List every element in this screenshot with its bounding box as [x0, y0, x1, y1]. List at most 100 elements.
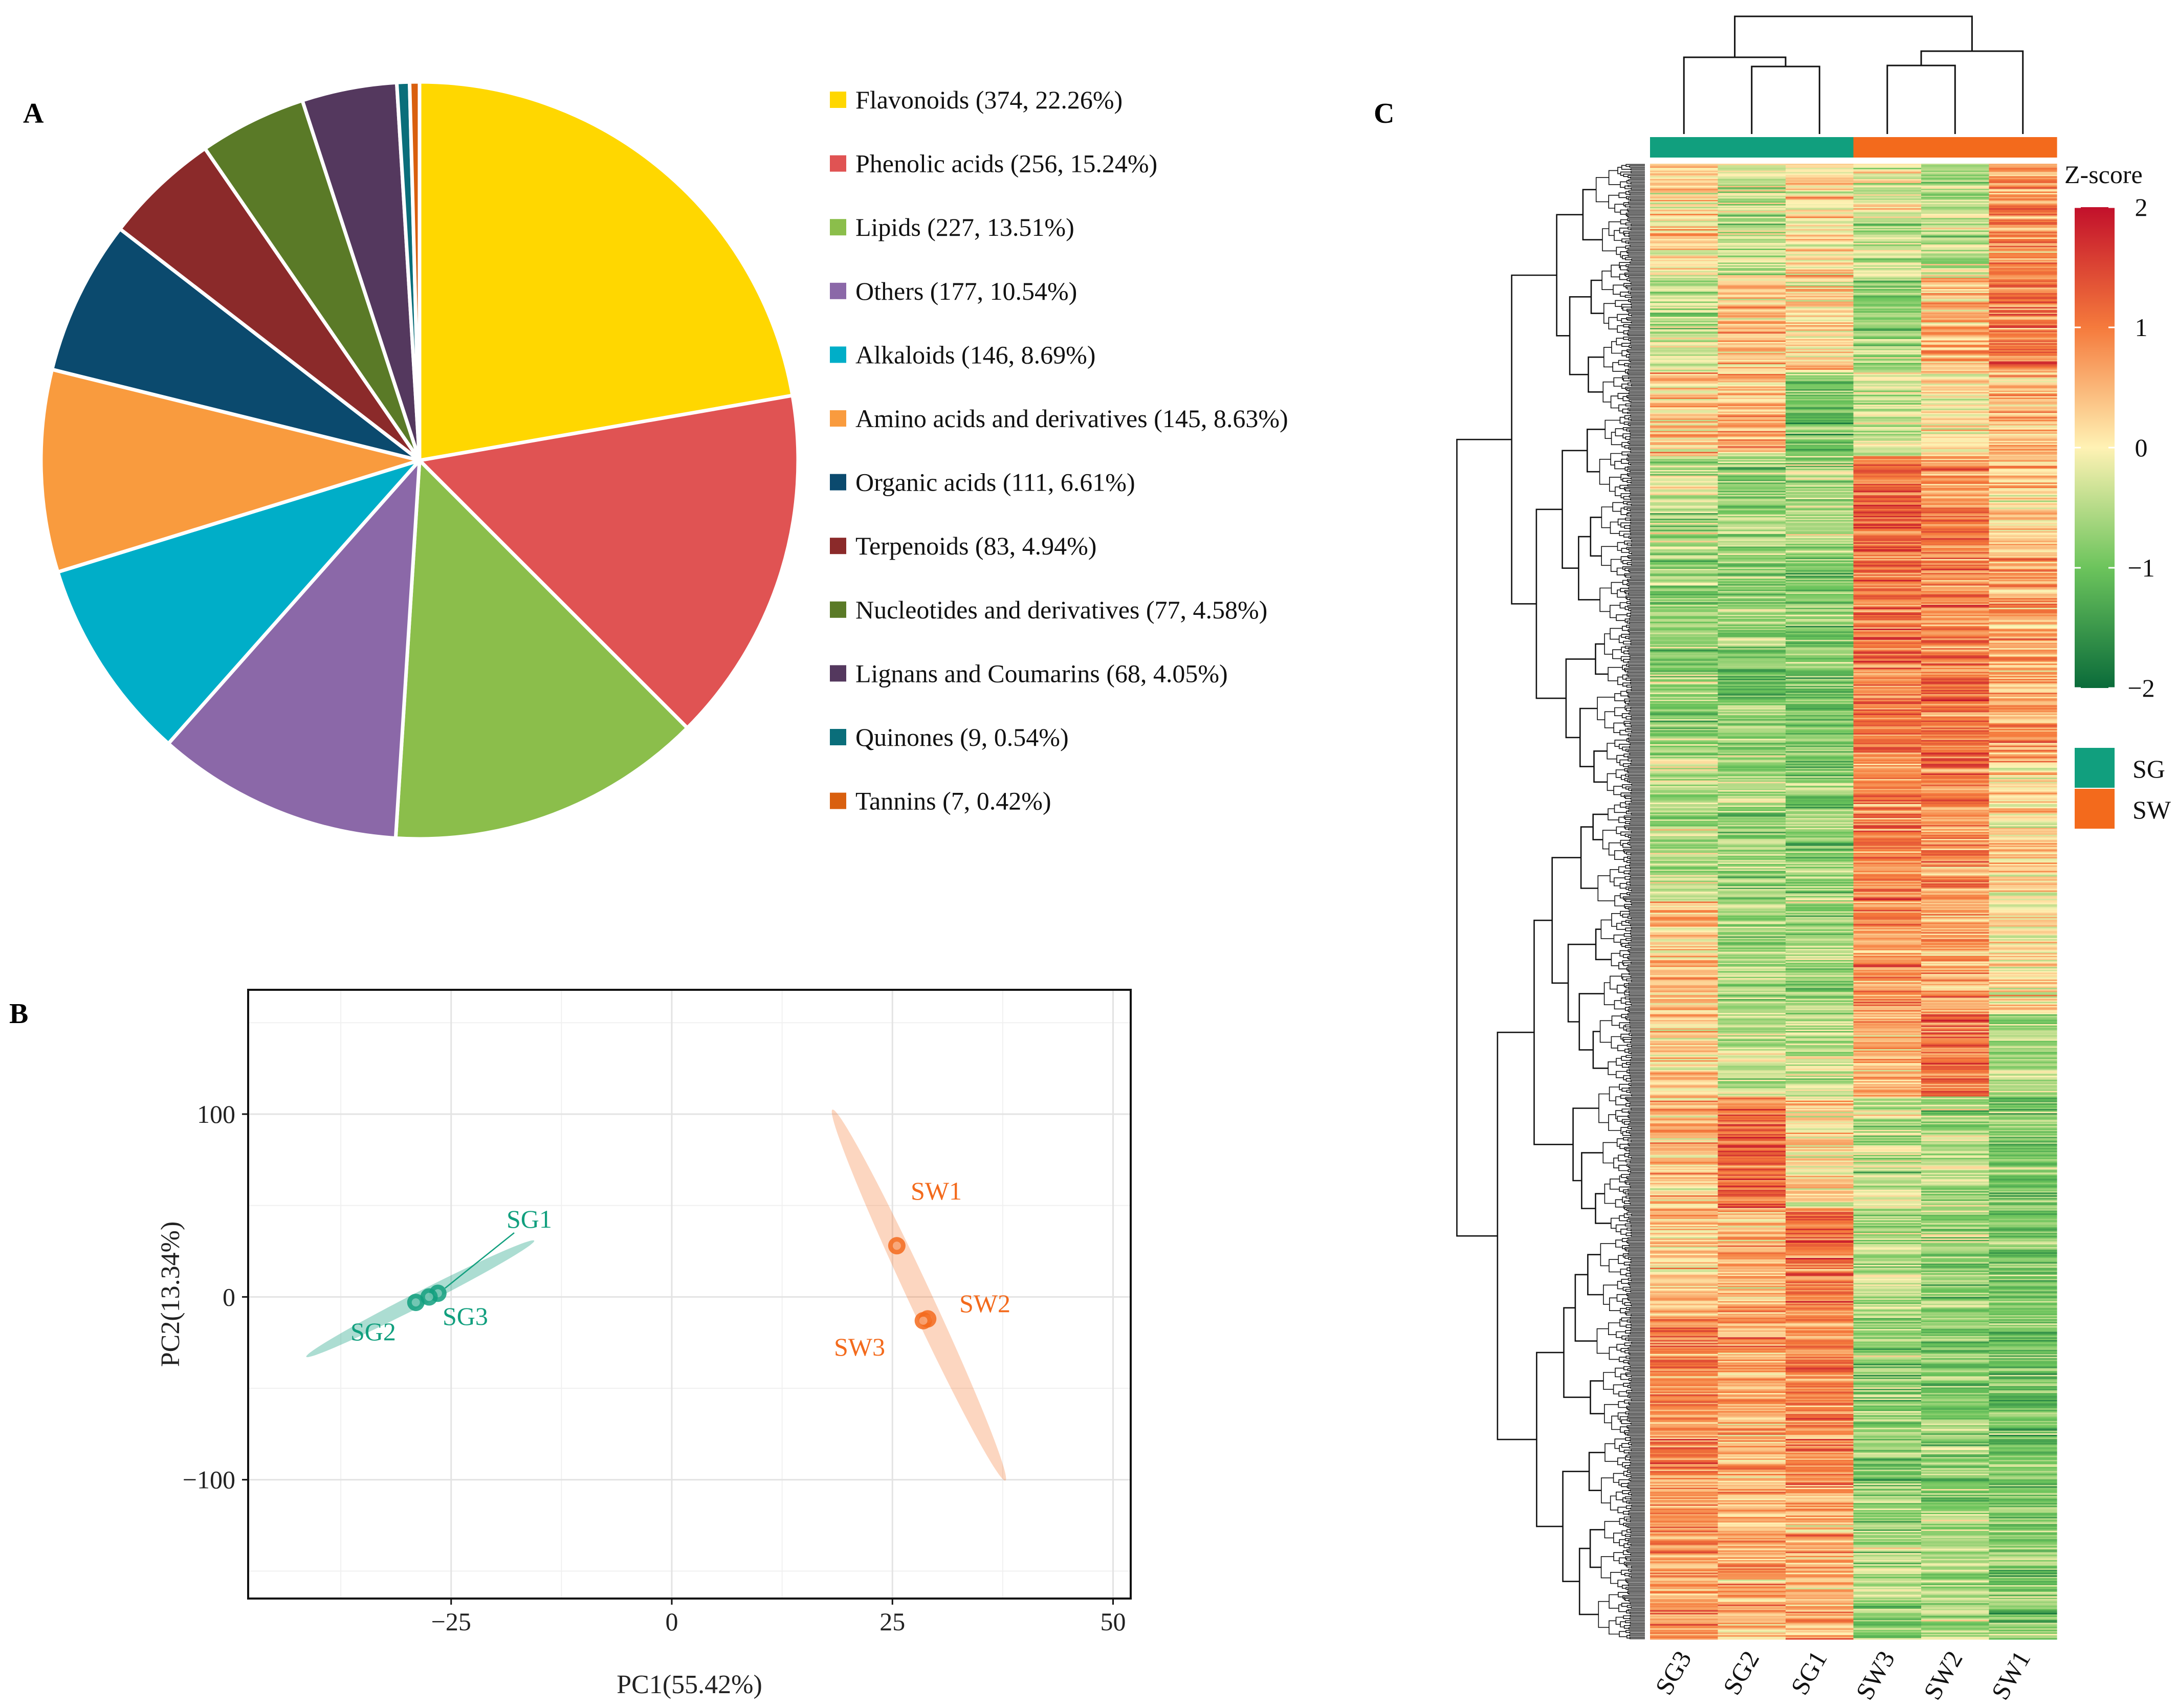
heatmap-cell	[1650, 1188, 1719, 1190]
heatmap-cell	[1650, 855, 1719, 857]
heatmap-cell	[1650, 188, 1719, 191]
heatmap-cell	[1989, 946, 2057, 948]
heatmap-cell	[1921, 207, 1990, 209]
pie-slice-nucleotides-and-derivatives	[203, 98, 422, 462]
heatmap-cell	[1853, 1194, 1922, 1196]
heatmap-cell	[1718, 499, 1786, 501]
heatmap-cell	[1650, 1163, 1719, 1165]
heatmap-cell	[1786, 552, 1854, 554]
heatmap-cell	[1786, 698, 1854, 700]
heatmap-cell	[1989, 347, 2057, 349]
heatmap-cell	[1853, 783, 1922, 785]
heatmap-cell	[1921, 307, 1990, 309]
heatmap-cell	[1921, 893, 1990, 895]
heatmap-cell	[1921, 1199, 1990, 1202]
heatmap-cell	[1853, 1251, 1922, 1253]
heatmap-cell	[1718, 879, 1786, 881]
heatmap-cell	[1853, 389, 1922, 391]
heatmap-cell	[1650, 573, 1719, 575]
heatmap-cell	[1853, 445, 1922, 447]
heatmap-cell	[1989, 393, 2057, 395]
heatmap-cell	[1650, 514, 1719, 516]
heatmap-cell	[1989, 892, 2057, 894]
heatmap-cell	[1921, 694, 1990, 696]
heatmap-cell	[1650, 977, 1719, 979]
heatmap-cell	[1786, 173, 1854, 175]
heatmap-cell	[1718, 928, 1786, 930]
heatmap-cell	[1650, 297, 1719, 299]
heatmap-cell	[1921, 1113, 1990, 1115]
heatmap-cell	[1989, 693, 2057, 695]
heatmap-cell	[1853, 608, 1922, 610]
heatmap-cell	[1650, 1244, 1719, 1246]
heatmap-cell	[1650, 979, 1719, 982]
heatmap-cell	[1853, 1056, 1922, 1058]
heatmap-cell	[1718, 809, 1786, 811]
heatmap-cell	[1989, 253, 2057, 255]
heatmap-cell	[1989, 1085, 2057, 1087]
heatmap-cell	[1989, 1135, 2057, 1137]
heatmap-cell	[1718, 344, 1786, 346]
heatmap-cell	[1921, 172, 1990, 174]
heatmap-cell	[1786, 984, 1854, 986]
heatmap-cell	[1989, 744, 2057, 746]
heatmap-cell	[1853, 304, 1922, 306]
heatmap-cell	[1650, 942, 1719, 944]
heatmap-cell	[1989, 520, 2057, 522]
heatmap-cell	[1921, 432, 1990, 434]
heatmap-cell	[1989, 1102, 2057, 1104]
heatmap-cell	[1989, 1198, 2057, 1200]
heatmap-cell	[1786, 1046, 1854, 1048]
heatmap-cell	[1786, 1180, 1854, 1182]
heatmap-cell	[1921, 452, 1990, 454]
heatmap-cell	[1718, 454, 1786, 456]
heatmap-cell	[1989, 238, 2057, 241]
heatmap-cell	[1650, 668, 1719, 670]
heatmap-cell	[1853, 843, 1922, 845]
heatmap-cell	[1921, 853, 1990, 855]
heatmap-cell	[1853, 901, 1922, 903]
heatmap-cell	[1650, 1294, 1719, 1296]
heatmap-cell	[1786, 635, 1854, 637]
heatmap-cell	[1921, 917, 1990, 919]
heatmap-cell	[1989, 174, 2057, 176]
heatmap-cell	[1989, 499, 2057, 501]
heatmap-cell	[1989, 240, 2057, 242]
heatmap-cell	[1786, 1224, 1854, 1227]
heatmap-cell	[1989, 188, 2057, 191]
heatmap-cell	[1989, 268, 2057, 270]
heatmap-cell	[1921, 897, 1990, 899]
heatmap-cell	[1921, 1010, 1990, 1012]
heatmap-cell	[1989, 1283, 2057, 1285]
heatmap-cell	[1921, 662, 1990, 664]
heatmap-cell	[1786, 1003, 1854, 1005]
heatmap-cell	[1853, 1119, 1922, 1121]
heatmap-cell	[1786, 514, 1854, 516]
heatmap-cell	[1853, 1285, 1922, 1288]
heatmap-cell	[1718, 1273, 1786, 1275]
heatmap-cell	[1921, 605, 1990, 607]
heatmap-cell	[1650, 296, 1719, 298]
heatmap-cell	[1650, 913, 1719, 915]
heatmap-cell	[1921, 780, 1990, 782]
heatmap-cell	[1786, 1245, 1854, 1247]
heatmap-cell	[1718, 398, 1786, 401]
heatmap-cell	[1650, 1224, 1719, 1227]
heatmap-cell	[1989, 1289, 2057, 1291]
heatmap-cell	[1650, 880, 1719, 882]
heatmap-cell	[1921, 740, 1990, 742]
heatmap-cell	[1718, 523, 1786, 525]
heatmap-cell	[1989, 849, 2057, 851]
heatmap-cell	[1718, 754, 1786, 756]
heatmap-cell	[1718, 224, 1786, 226]
heatmap-cell	[1989, 1263, 2057, 1266]
heatmap-cell	[1786, 880, 1854, 882]
heatmap-cell	[1650, 896, 1719, 898]
heatmap-cell	[1853, 676, 1922, 678]
heatmap-cell	[1718, 473, 1786, 475]
heatmap-cell	[1989, 1084, 2057, 1086]
heatmap-cell	[1921, 1220, 1990, 1222]
heatmap-cell	[1786, 917, 1854, 919]
heatmap-cell	[1786, 617, 1854, 619]
heatmap-cell	[1921, 411, 1990, 413]
